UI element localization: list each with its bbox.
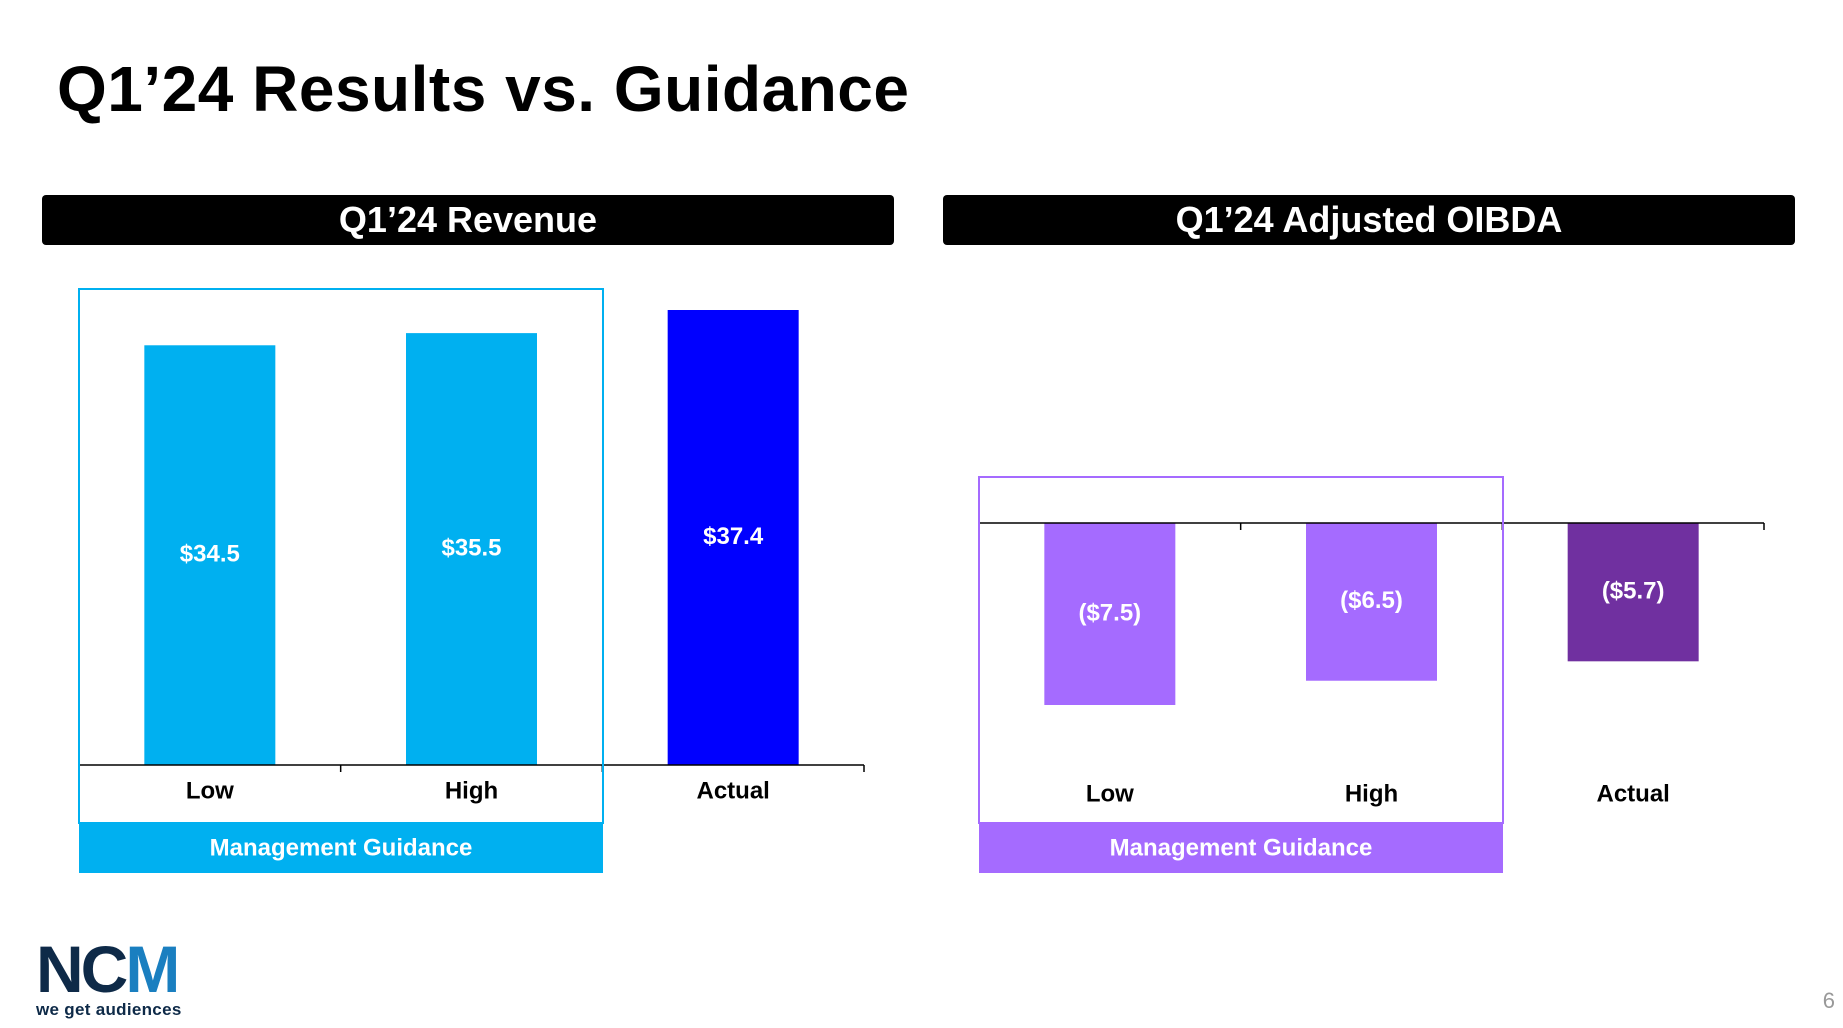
bar-low bbox=[1044, 523, 1176, 705]
oibda-chart-header: Q1’24 Adjusted OIBDA bbox=[943, 195, 1795, 245]
tick-label-low: Low bbox=[1086, 780, 1134, 807]
data-label: $34.5 bbox=[180, 540, 240, 567]
tick-label-low: Low bbox=[186, 777, 234, 804]
guidance-band bbox=[979, 823, 1503, 873]
tick-label-high: High bbox=[445, 777, 498, 804]
tick-label-actual: Actual bbox=[1596, 780, 1669, 807]
bar-low bbox=[144, 345, 276, 765]
data-label: ($7.5) bbox=[1078, 599, 1141, 626]
guidance-label: Management Guidance bbox=[210, 834, 473, 861]
slide-title: Q1’24 Results vs. Guidance bbox=[57, 53, 910, 125]
data-label: $37.4 bbox=[703, 523, 764, 550]
guidance-band bbox=[79, 823, 603, 873]
ncm-logo: NCM we get audiences bbox=[36, 932, 206, 1019]
tick-label-actual: Actual bbox=[696, 777, 769, 804]
bar-actual bbox=[1567, 523, 1699, 662]
bar-high bbox=[406, 333, 537, 765]
logo-tagline: we get audiences bbox=[36, 1000, 182, 1019]
page-number: 6 bbox=[1822, 988, 1835, 1013]
bar-actual bbox=[667, 310, 799, 765]
guidance-label: Management Guidance bbox=[1110, 834, 1373, 861]
data-label: $35.5 bbox=[441, 534, 501, 561]
logo-mark: NCM bbox=[36, 932, 180, 1006]
tick-label-high: High bbox=[1345, 780, 1398, 807]
bar-high bbox=[1306, 523, 1437, 681]
data-label: ($5.7) bbox=[1602, 578, 1665, 605]
revenue-chart-header: Q1’24 Revenue bbox=[42, 195, 894, 245]
data-label: ($6.5) bbox=[1340, 587, 1403, 614]
